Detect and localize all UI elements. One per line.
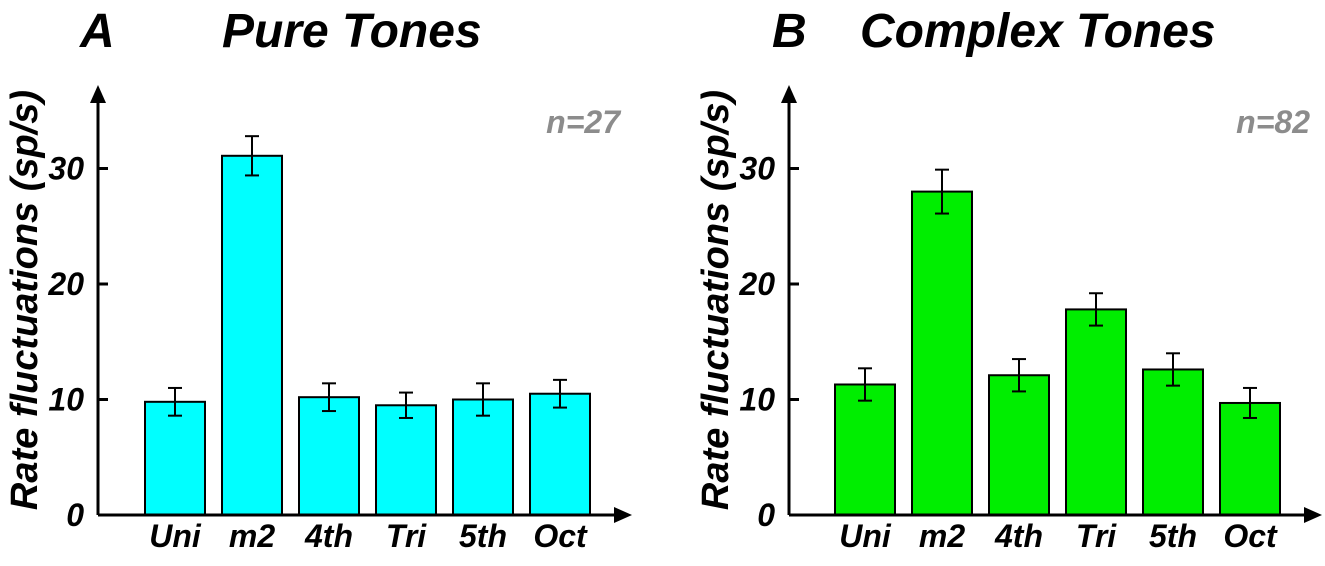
panel-a-xtick-oct: Oct (533, 518, 588, 554)
panel-a-ytick-10: 10 (48, 382, 84, 418)
panel-a-xtick-4th: 4th (304, 518, 353, 554)
panel-a-ytick-30: 30 (48, 151, 84, 187)
panel-b-bar-m2 (911, 190, 973, 516)
panel-b-ytick-10: 10 (739, 382, 775, 418)
panel-a-errorbar-tri (399, 391, 413, 419)
panel-a: A Pure Tones Rate fluctuations (sp/s) n=… (4, 5, 632, 554)
panel-a-plot: Uni m2 4th Tri 5th Oct 0 10 20 30 (47, 85, 632, 554)
panel-a-ytick-20: 20 (47, 266, 84, 302)
panel-a-bar-uni (144, 400, 206, 516)
panel-b-xtick-oct: Oct (1223, 518, 1278, 554)
panel-b-errorbar-4th (1012, 358, 1026, 393)
panel-a-xtick-5th: 5th (459, 518, 507, 554)
panel-a-bar-4th (298, 396, 360, 516)
panel-b-xtick-tri: Tri (1076, 518, 1117, 554)
panel-a-bar-m2 (221, 154, 283, 516)
panel-b-errorbar-oct (1243, 386, 1257, 419)
panel-b-bar-tri (1065, 308, 1127, 516)
panel-b-xtick-m2: m2 (919, 518, 965, 554)
panel-a-ytick-0: 0 (66, 497, 84, 533)
panel-b-errorbar-tri (1089, 292, 1103, 327)
panel-a-title: Pure Tones (222, 5, 482, 58)
panel-b-errorbar-m2 (935, 168, 949, 215)
panel-a-ylabel: Rate fluctuations (sp/s) (4, 90, 46, 510)
panel-b-xtick-5th: 5th (1149, 518, 1197, 554)
panel-b-plot: Uni m2 4th Tri 5th Oct 0 10 20 30 (738, 85, 1322, 554)
panel-a-xtick-tri: Tri (386, 518, 427, 554)
panel-a-errorbar-m2 (245, 135, 259, 177)
panel-b-annotation: n=82 (1236, 104, 1310, 140)
panel-a-bar-tri (375, 404, 437, 516)
panel-a-bar-5th (452, 398, 514, 516)
panel-a-xtick-m2: m2 (229, 518, 275, 554)
panel-a-letter: A (79, 5, 115, 58)
panel-a-x-axis-arrow (614, 507, 632, 523)
panel-b-ytick-0: 0 (757, 497, 775, 533)
panel-b: B Complex Tones Rate fluctuations (sp/s)… (695, 5, 1322, 554)
panel-b-title: Complex Tones (860, 5, 1216, 58)
panel-a-errorbar-uni (168, 386, 182, 417)
panel-b-y-axis-arrow (781, 85, 797, 103)
panel-b-xtick-uni: Uni (839, 518, 892, 554)
panel-b-ylabel: Rate fluctuations (sp/s) (695, 90, 737, 510)
panel-a-bar-oct (529, 392, 591, 517)
panel-a-errorbar-5th (476, 382, 490, 417)
panel-a-annotation: n=27 (546, 104, 622, 140)
panel-b-ytick-30: 30 (739, 151, 775, 187)
panel-b-letter: B (772, 5, 807, 58)
panel-b-ytick-20: 20 (738, 266, 775, 302)
panel-b-errorbar-uni (858, 367, 872, 402)
panel-b-bar-uni (834, 383, 896, 516)
panel-b-bar-4th (988, 374, 1050, 516)
panel-b-x-axis-arrow (1304, 507, 1322, 523)
panel-a-errorbar-oct (553, 378, 567, 409)
panel-b-bar-5th (1142, 368, 1204, 516)
panel-a-xtick-uni: Uni (149, 518, 202, 554)
panel-b-errorbar-5th (1166, 352, 1180, 387)
panel-b-bar-oct (1219, 401, 1281, 516)
panel-a-errorbar-4th (322, 382, 336, 413)
panel-b-xtick-4th: 4th (994, 518, 1043, 554)
panel-a-y-axis-arrow (90, 85, 106, 103)
